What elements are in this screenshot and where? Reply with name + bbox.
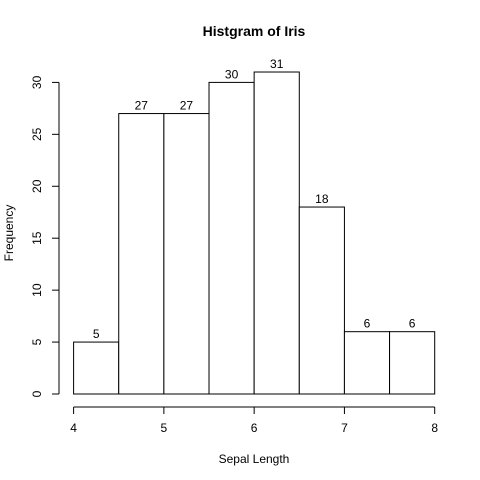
y-tick-label: 30 [30,75,44,89]
data-labels-group: 5 27 27 30 31 18 6 6 [93,57,416,341]
x-tick-label: 4 [70,421,77,435]
y-tick-label: 25 [30,127,44,141]
bar-count-label-3: 30 [225,67,239,81]
y-tick-label: 5 [30,338,44,345]
x-tick-label: 5 [161,421,168,435]
x-tick-label: 6 [251,421,258,435]
histogram-bar-2 [163,113,210,395]
histogram-bar-1 [118,113,165,395]
y-axis-label: Frequency [2,205,16,262]
y-tick-label: 10 [30,283,44,297]
bar-count-label-2: 27 [180,99,194,113]
x-axis-label: Sepal Length [219,452,290,466]
bar-count-label-0: 5 [93,327,100,341]
chart-title: Histgram of Iris [203,23,306,39]
bar-count-label-5: 18 [315,192,329,206]
y-tick-label: 15 [30,231,44,245]
histogram-bar-0 [73,341,120,395]
histogram-bar-3 [208,81,255,395]
x-tick-label: 7 [341,421,348,435]
x-axis: 4 5 6 7 8 [70,406,438,435]
histogram-bar-7 [389,331,436,395]
bar-count-label-4: 31 [270,57,284,71]
bar-count-label-1: 27 [135,99,149,113]
y-tick-label: 20 [30,179,44,193]
bar-count-label-7: 6 [409,317,416,331]
bar-count-label-6: 6 [364,317,371,331]
x-tick-label: 8 [431,421,438,435]
y-axis: 0 5 10 15 20 25 30 [30,75,60,397]
histogram-bar-5 [298,206,345,395]
histogram-bar-6 [343,331,391,395]
y-tick-label: 0 [30,390,44,397]
histogram-bar-4 [253,71,300,395]
bars-group [73,71,436,395]
